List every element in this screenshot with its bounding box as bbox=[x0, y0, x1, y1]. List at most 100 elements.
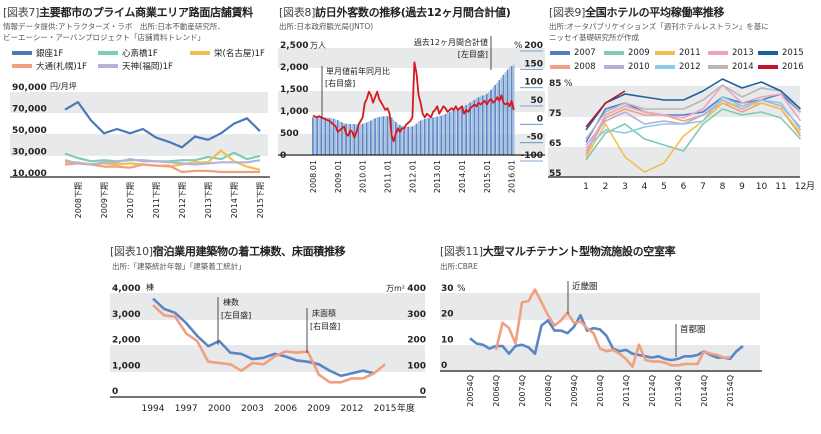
fig7-source: 情報データ提供:アトラクターズ・ラボ 出所:日本不動産研究所、 bbox=[3, 22, 225, 31]
y-tick-label: 0 bbox=[441, 361, 447, 371]
fig8-source: 出所:日本政府観光局(JNTO) bbox=[279, 22, 374, 31]
bar bbox=[349, 124, 352, 155]
x-tick-label: 2000 bbox=[208, 404, 231, 414]
legend-swatch bbox=[655, 51, 675, 55]
y-right-tick-label: 0 bbox=[420, 387, 426, 397]
legend-item: 2013 bbox=[708, 48, 754, 58]
legend-label: 2012 bbox=[679, 62, 701, 72]
bar bbox=[374, 118, 376, 155]
bar bbox=[448, 112, 451, 155]
x-tick-label: 2008.01 bbox=[309, 160, 318, 193]
x-tick-label: 2006 bbox=[274, 404, 297, 414]
bar bbox=[485, 93, 488, 155]
legend-item: 銀座1F bbox=[12, 47, 63, 59]
series-line-2011 bbox=[585, 102, 802, 173]
annotation-text: [左目盛] bbox=[221, 310, 251, 320]
series-line-1 bbox=[152, 304, 386, 384]
fig7-title: [図表7]主要都市のプライム商業エリア路面店舗賃料 bbox=[3, 4, 253, 20]
y-tick-label: 75 bbox=[549, 109, 562, 119]
annotation-text: 近畿圏 bbox=[572, 281, 598, 292]
legend-item: 栄(名古屋)1F bbox=[190, 47, 265, 59]
legend-label: 2016 bbox=[782, 62, 804, 72]
series-line-2015 bbox=[585, 78, 802, 131]
y-left-tick-label: 2,000 bbox=[112, 336, 140, 346]
y-axis-unit: % bbox=[457, 284, 466, 294]
x-tick-label: 2015下期 bbox=[256, 182, 265, 218]
legend-swatch bbox=[98, 51, 118, 55]
y-tick-label: 20 bbox=[441, 310, 454, 320]
series-line-2013 bbox=[585, 84, 802, 152]
x-tick-label: 8 bbox=[720, 182, 726, 192]
bar bbox=[483, 95, 486, 155]
series-line-1 bbox=[494, 288, 730, 368]
y-left-tick-label: 1,500 bbox=[280, 85, 308, 95]
y-tick-label: 85 bbox=[549, 79, 562, 89]
legend-item: 2015 bbox=[758, 48, 804, 58]
fig9-title: [図表9]全国ホテルの平均稼働率推移 bbox=[549, 4, 725, 20]
bar bbox=[428, 117, 430, 155]
y-tick-label: 70,000 bbox=[12, 105, 47, 115]
y-right-tick-label: 400 bbox=[407, 284, 426, 294]
x-tick-label: 2013.01 bbox=[433, 160, 442, 193]
x-tick-label: 4 bbox=[642, 182, 648, 192]
y-right-tick-label: 300 bbox=[407, 310, 426, 320]
x-tick-label: 2010.01 bbox=[359, 160, 368, 193]
bar bbox=[446, 113, 449, 155]
fig10-label: [図表10] bbox=[110, 245, 153, 258]
bar bbox=[370, 120, 372, 155]
legend-label: 2010 bbox=[628, 62, 650, 72]
series-line-2012 bbox=[585, 96, 802, 149]
bar bbox=[382, 116, 385, 155]
y-left-tick-label: 500 bbox=[280, 129, 299, 139]
bar bbox=[421, 119, 424, 155]
legend-swatch bbox=[550, 65, 570, 69]
legend-label: 2007 bbox=[574, 48, 596, 58]
legend-swatch bbox=[655, 65, 675, 69]
x-tick-label: 1994 bbox=[142, 404, 165, 414]
legend-swatch bbox=[12, 64, 32, 68]
series-line-2014 bbox=[585, 84, 802, 140]
y-tick-label: 30 bbox=[441, 284, 454, 294]
legend-label: 2014 bbox=[732, 62, 754, 72]
x-tick-label: 2012下期 bbox=[178, 182, 187, 218]
fig10-title: [図表10]宿泊業用建築物の着工棟数、床面積推移 bbox=[110, 243, 346, 259]
bar bbox=[481, 95, 484, 155]
y-right-tick-label: 100 bbox=[524, 78, 543, 88]
bar bbox=[465, 105, 467, 155]
bar bbox=[392, 119, 395, 155]
legend-item: 2007 bbox=[550, 48, 596, 58]
bar bbox=[488, 91, 490, 155]
fig7-source: ビーエーシー・アーバンプロジェクト「店舗賃料トレンド」 bbox=[3, 33, 205, 42]
legend-item: 2014 bbox=[708, 62, 754, 72]
x-tick-label: 2015.01 bbox=[483, 160, 492, 193]
legend-item: 2009 bbox=[604, 48, 650, 58]
x-tick-label: 20144Q bbox=[700, 375, 709, 407]
bar bbox=[415, 123, 418, 155]
fig9-label: [図表9] bbox=[549, 6, 586, 19]
y-tick-label: 65 bbox=[549, 139, 562, 149]
y-right-unit: 万m² bbox=[386, 284, 405, 293]
bar bbox=[504, 72, 507, 155]
bar bbox=[463, 106, 465, 155]
x-tick-label: 20134Q bbox=[674, 375, 683, 407]
y-tick-label: 50,000 bbox=[12, 126, 47, 136]
fig9-source: ニッセイ基礎研究所が作成 bbox=[549, 33, 639, 42]
bar bbox=[444, 113, 447, 155]
y-tick-label: 10 bbox=[441, 335, 454, 345]
legend-item: 2011 bbox=[655, 48, 701, 58]
x-tick-label: 5 bbox=[661, 182, 667, 192]
y-left-tick-label: 4,000 bbox=[112, 284, 140, 294]
legend-item: 2016 bbox=[758, 62, 804, 72]
x-tick-label: 20124Q bbox=[648, 375, 657, 407]
x-tick-label: 2011.01 bbox=[384, 160, 393, 193]
bar bbox=[490, 89, 492, 155]
bar bbox=[407, 126, 410, 155]
bar bbox=[372, 119, 374, 155]
y-tick-label: 90,000 bbox=[12, 83, 47, 93]
y-right-tick-label: 50 bbox=[530, 96, 543, 106]
annotation-text: [右目盛] bbox=[325, 78, 355, 88]
annotation-text: 棟数 bbox=[223, 297, 239, 307]
bar bbox=[432, 117, 434, 155]
bar bbox=[386, 116, 389, 155]
